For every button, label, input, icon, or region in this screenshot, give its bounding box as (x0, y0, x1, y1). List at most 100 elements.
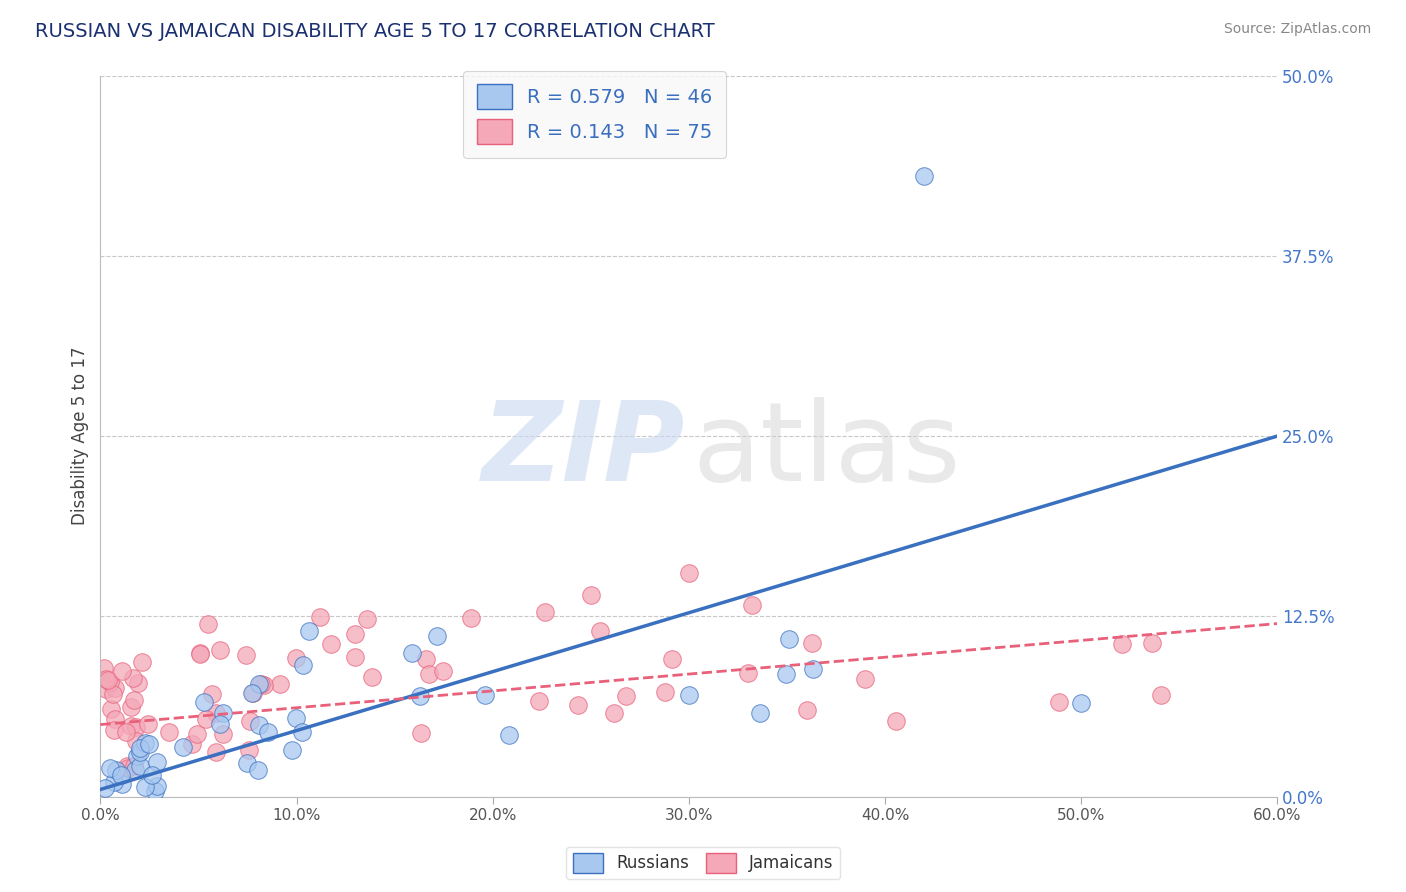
Point (157, 724, 180, 739)
Point (285, 650, 308, 665)
Point (247, 718, 270, 732)
Point (250, 677, 273, 691)
Point (801, 662, 824, 676)
Point (131, 655, 153, 669)
Point (415, 652, 437, 666)
Point (426, 629, 449, 643)
Point (125, 748, 148, 763)
Point (205, 745, 228, 759)
Point (129, 759, 152, 773)
Point (409, 690, 432, 704)
Point (172, 739, 194, 754)
Point (678, 688, 700, 702)
Point (886, 714, 908, 728)
Point (110, 665, 132, 679)
Y-axis label: Disability Age 5 to 17: Disability Age 5 to 17 (72, 347, 89, 525)
Point (912, 169, 935, 184)
Point (1111, 637, 1133, 651)
Point (235, 648, 257, 662)
Point (117, 761, 139, 775)
Point (291, 725, 314, 739)
Point (291, 657, 314, 672)
Point (93, 780, 115, 795)
Point (197, 617, 219, 632)
Point (115, 758, 138, 772)
Point (212, 727, 235, 741)
Point (498, 728, 520, 742)
Point (460, 611, 482, 625)
Point (125, 720, 148, 734)
Point (180, 738, 202, 752)
Point (201, 687, 224, 701)
Point (103, 774, 125, 789)
Point (134, 736, 156, 750)
Point (360, 670, 382, 684)
Point (589, 624, 612, 638)
Point (308, 610, 330, 624)
Point (240, 685, 263, 699)
Text: RUSSIAN VS JAMAICAN DISABILITY AGE 5 TO 17 CORRELATION CHART: RUSSIAN VS JAMAICAN DISABILITY AGE 5 TO … (35, 22, 714, 41)
Point (97, 673, 120, 688)
Point (141, 767, 163, 781)
Point (280, 743, 302, 757)
Point (103, 723, 125, 738)
Point (343, 627, 366, 641)
Point (432, 665, 454, 679)
Point (418, 666, 440, 681)
Point (253, 678, 276, 692)
Point (138, 737, 160, 751)
Point (247, 677, 270, 691)
Point (122, 759, 145, 773)
Point (579, 588, 602, 602)
Point (98, 761, 121, 775)
Point (654, 685, 676, 699)
Point (186, 727, 208, 741)
Point (134, 780, 156, 794)
Point (801, 636, 824, 650)
Point (474, 688, 496, 702)
Point (104, 712, 127, 726)
Point (208, 717, 231, 731)
Point (242, 685, 264, 699)
Point (298, 624, 321, 639)
Point (567, 698, 589, 713)
Legend: Russians, Jamaicans: Russians, Jamaicans (567, 847, 839, 880)
Point (120, 699, 142, 714)
Point (93, 661, 115, 675)
Point (238, 743, 260, 757)
Point (146, 780, 169, 794)
Point (94, 672, 117, 686)
Point (236, 756, 259, 771)
Point (110, 768, 132, 782)
Point (104, 763, 127, 777)
Point (356, 612, 378, 626)
Point (103, 687, 125, 701)
Point (678, 566, 700, 581)
Point (401, 647, 423, 661)
Point (104, 681, 127, 695)
Point (246, 763, 269, 777)
Point (127, 676, 149, 690)
Point (778, 632, 800, 646)
Point (188, 646, 211, 660)
Point (284, 711, 307, 725)
Point (124, 763, 146, 777)
Point (195, 712, 218, 726)
Point (125, 734, 148, 748)
Point (114, 725, 136, 739)
Point (749, 706, 772, 721)
Point (1070, 696, 1092, 710)
Point (661, 652, 683, 666)
Point (98, 674, 121, 689)
Point (344, 650, 367, 665)
Point (269, 677, 291, 691)
Point (775, 667, 797, 681)
Text: Source: ZipAtlas.com: Source: ZipAtlas.com (1223, 22, 1371, 37)
Text: ZIP: ZIP (482, 397, 685, 504)
Point (129, 740, 152, 755)
Point (204, 706, 226, 720)
Point (319, 637, 342, 651)
Point (602, 706, 624, 720)
Point (193, 694, 215, 708)
Point (146, 755, 169, 769)
